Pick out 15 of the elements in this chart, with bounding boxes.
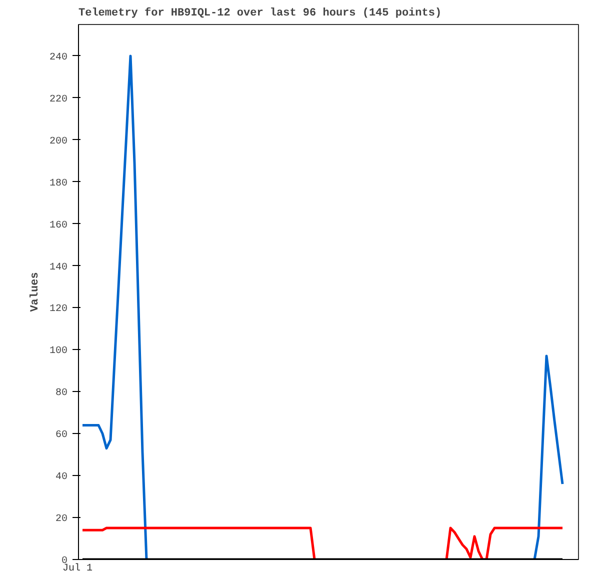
chart-title: Telemetry for HB9IQL-12 over last 96 hours (145 points) [78, 6, 442, 20]
y-tick-label: 240 [49, 52, 68, 64]
y-tick-label: 80 [56, 388, 68, 400]
text: Jul 1 [62, 562, 93, 574]
y-tick-label: 40 [56, 472, 68, 484]
y-tick-label: 100 [49, 346, 68, 358]
y-tick-label: 200 [49, 136, 68, 148]
y-tick-label: 120 [49, 304, 68, 316]
y-axis-title: Values [29, 272, 42, 312]
y-tick-label: 160 [49, 220, 68, 232]
y-tick-label: 220 [49, 94, 68, 106]
y-tick-label: 60 [56, 430, 68, 442]
y-tick-label: 20 [56, 514, 68, 526]
y-tick-label: 140 [49, 262, 68, 274]
y-tick-label: 180 [49, 178, 68, 190]
